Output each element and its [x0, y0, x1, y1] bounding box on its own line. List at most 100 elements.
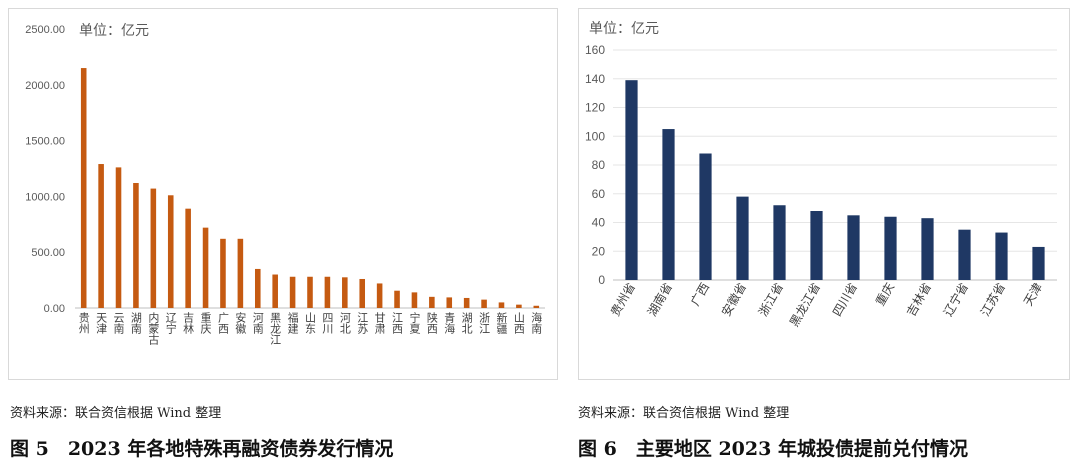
x-tick-label: 江苏	[356, 312, 369, 335]
x-tick-label: 辽宁省	[940, 280, 971, 319]
bar-黑龙江	[272, 274, 278, 308]
x-tick-label: 黑龙江省	[787, 281, 823, 330]
bar-福建	[289, 276, 296, 308]
x-tick-label: 安徽	[234, 311, 247, 335]
bar-黑龙江省	[810, 211, 823, 280]
x-tick-label: 天津	[1021, 281, 1045, 309]
x-tick-label: 河南	[251, 312, 264, 334]
x-tick-label: 河北	[338, 312, 351, 334]
y-tick-label: 1500.00	[25, 136, 65, 148]
y-tick-label: 20	[592, 244, 606, 258]
bar-江苏省	[995, 232, 1008, 280]
x-tick-label: 浙江	[478, 312, 491, 334]
y-tick-label: 500.00	[31, 247, 65, 259]
bar-广西	[220, 238, 226, 308]
bar-陕西	[429, 296, 435, 308]
bar-山西	[516, 304, 522, 308]
bar-内蒙古	[150, 188, 157, 308]
x-tick-label: 贵州省	[608, 281, 638, 319]
bar-湖北	[463, 297, 470, 308]
fig6-title: 图 6 主要地区 2023 年城投债提前兑付情况	[578, 438, 968, 460]
y-tick-label: 140	[585, 72, 605, 86]
y-tick-label: 120	[585, 101, 605, 115]
bar-吉林	[185, 208, 191, 308]
x-tick-label: 四川	[321, 312, 334, 334]
x-tick-label: 新疆	[495, 311, 508, 334]
chart-fig5: 2500.00 2000.00 1500.00 1000.00 500.00 0.00 单位…	[25, 23, 545, 345]
y-tick-label: 100	[585, 129, 605, 143]
x-tick-label: 湖南	[129, 312, 142, 334]
y-tick-label: 0.00	[44, 303, 65, 315]
bar-贵州省	[625, 80, 638, 280]
x-tick-label: 内蒙古	[147, 311, 160, 345]
fig5-title: 图 5 2023 年各地特殊再融资债券发行情况	[10, 438, 394, 460]
x-tick-label: 辽宁	[164, 312, 177, 334]
x-tick-label: 广西	[688, 281, 712, 309]
y-tick-label: 80	[592, 158, 606, 172]
bar-浙江	[481, 299, 487, 308]
fig5-source: 资料来源：联合资信根据 Wind 整理	[10, 406, 222, 421]
bar-河南	[254, 268, 261, 308]
x-tick-label: 天津	[95, 312, 108, 334]
x-tick-label: 陕西	[425, 311, 438, 334]
bar-新疆	[498, 302, 505, 308]
x-tick-label: 黑龙江	[269, 312, 282, 345]
x-tick-label: 四川省	[830, 281, 860, 319]
bar-安徽	[237, 238, 244, 308]
x-tick-label: 山西	[512, 312, 525, 334]
y-tick-label: 40	[592, 216, 606, 230]
bar-四川	[324, 276, 331, 308]
bar-湖南	[133, 183, 139, 308]
y-tick-label: 160	[585, 43, 605, 57]
x-tick-label: 云南	[112, 312, 125, 334]
x-tick-label: 宁夏	[408, 311, 421, 334]
unit-label: 单位：亿元	[589, 21, 659, 37]
x-tick-label: 山东	[304, 312, 317, 334]
x-tick-label: 贵州	[77, 312, 90, 334]
bar-辽宁	[167, 195, 174, 308]
bar-广西	[699, 153, 712, 280]
bar-宁夏	[411, 292, 418, 308]
bar-江西	[394, 290, 400, 308]
x-tick-label: 广西	[216, 312, 229, 334]
y-tick-label: 1000.00	[25, 191, 65, 203]
y-tick-label: 2000.00	[25, 80, 65, 92]
bar-辽宁省	[958, 229, 971, 280]
bar-浙江省	[773, 205, 786, 280]
x-tick-label: 湖南省	[644, 280, 675, 319]
x-tick-label: 重庆	[873, 281, 897, 309]
x-tick-label: 青海	[443, 312, 456, 335]
bar-河北	[342, 277, 348, 308]
bar-山东	[307, 276, 313, 308]
x-tick-label: 江西	[391, 312, 404, 334]
y-tick-label: 60	[592, 187, 606, 201]
x-tick-label: 浙江省	[756, 281, 786, 319]
x-tick-label: 安徽省	[718, 280, 749, 319]
bar-湖南省	[662, 129, 675, 280]
x-tick-label: 甘肃	[373, 312, 386, 335]
x-tick-label: 吉林	[182, 312, 195, 334]
bar-甘肃	[376, 283, 383, 308]
y-tick-label: 2500.00	[25, 24, 65, 36]
y-tick-label: 0	[598, 273, 605, 287]
fig6-source: 资料来源：联合资信根据 Wind 整理	[578, 406, 790, 421]
bar-青海	[446, 297, 453, 308]
bar-重庆	[202, 227, 209, 308]
bar-天津	[1032, 246, 1045, 280]
bar-海南	[533, 305, 540, 308]
bar-江苏	[359, 278, 366, 308]
x-tick-label: 海南	[530, 311, 543, 334]
x-tick-label: 湖北	[460, 312, 473, 334]
x-tick-label: 吉林省	[904, 281, 934, 319]
bar-四川省	[847, 215, 860, 280]
x-tick-label: 江苏省	[978, 281, 1008, 319]
bar-贵州	[80, 68, 87, 308]
bar-安徽省	[736, 196, 749, 280]
x-tick-label: 福建	[286, 311, 299, 335]
unit-label: 单位：亿元	[79, 23, 149, 39]
bar-云南	[115, 167, 122, 308]
bar-重庆	[884, 216, 897, 280]
bar-吉林省	[921, 218, 934, 280]
chart-panel-fig5: 2500.00 2000.00 1500.00 1000.00 500.00 0.00 单位…	[8, 8, 558, 380]
